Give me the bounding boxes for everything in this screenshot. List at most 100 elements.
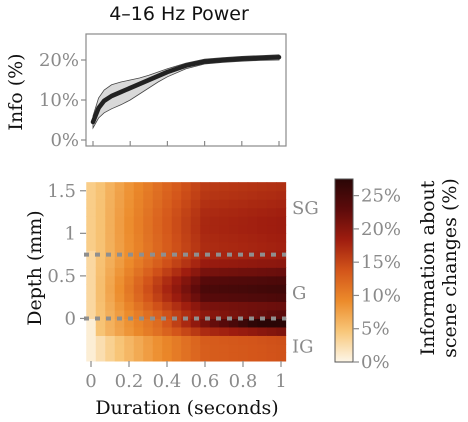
heatmap-cell [86, 275, 97, 285]
heatmap-cell [257, 343, 268, 353]
heatmap-cell [219, 326, 230, 336]
heatmap-cell [266, 190, 277, 200]
heatmap-cell [209, 275, 220, 285]
heatmap-cell [133, 309, 144, 319]
heatmap-cell [95, 343, 106, 353]
heatmap-cell [247, 284, 258, 294]
heatmap-cell [124, 335, 135, 345]
heatmap-cell [133, 267, 144, 277]
heatmap-cell [95, 284, 106, 294]
heatmap-cell [114, 182, 125, 192]
heatmap-cell [200, 216, 211, 226]
heatmap-cell [247, 190, 258, 200]
colorbar-tick-label: 0% [361, 352, 390, 373]
heatmap-cell [200, 301, 211, 311]
heatmap-cell [171, 216, 182, 226]
heatmap-cell [228, 301, 239, 311]
heatmap-cell [228, 258, 239, 268]
heatmap-cell [228, 216, 239, 226]
heatmap-cell [143, 199, 154, 209]
heatmap-x-tick-label: 0.8 [229, 371, 258, 392]
colorbar-tick-label: 15% [361, 252, 401, 273]
heatmap-cell [86, 284, 97, 294]
heatmap-cell [257, 182, 268, 192]
heatmap-cell [143, 301, 154, 311]
heatmap-cell [190, 241, 201, 251]
heatmap-cell [219, 318, 230, 328]
heatmap-cell [181, 326, 192, 336]
top-y-tick-label: 10% [39, 90, 79, 111]
heatmap-cell [152, 335, 163, 345]
heatmap-cell [162, 207, 173, 217]
heatmap-cell [114, 284, 125, 294]
colorbar-tick-label: 10% [361, 285, 401, 306]
heatmap-cell [219, 224, 230, 234]
heatmap-cell [257, 216, 268, 226]
heatmap-cell [133, 250, 144, 260]
heatmap-cell [181, 335, 192, 345]
heatmap-cell [105, 343, 116, 353]
heatmap-cell [247, 216, 258, 226]
heatmap-cell [133, 241, 144, 251]
heatmap-cell [162, 233, 173, 243]
heatmap-cell [219, 267, 230, 277]
heatmap-cell [209, 284, 220, 294]
heatmap-cell [219, 301, 230, 311]
top-x-ticks [92, 141, 280, 146]
heatmap-cell [95, 207, 106, 217]
heatmap-cell [171, 275, 182, 285]
heatmap-cell [114, 216, 125, 226]
heatmap-x-tick-label: 0 [85, 371, 96, 392]
heatmap-cell [276, 250, 287, 260]
heatmap-cell [209, 343, 220, 353]
heatmap-cell [238, 352, 249, 362]
heatmap-cell [124, 267, 135, 277]
heatmap-cell [143, 207, 154, 217]
heatmap-cell [124, 241, 135, 251]
heatmap-cell [105, 190, 116, 200]
heatmap-cell [86, 250, 97, 260]
heatmap-cell [181, 343, 192, 353]
heatmap-cell [219, 190, 230, 200]
heatmap-cell [124, 301, 135, 311]
heatmap-cell [152, 182, 163, 192]
heatmap-cell [200, 258, 211, 268]
heatmap-cell [152, 241, 163, 251]
heatmap-cell [257, 292, 268, 302]
heatmap-cell [171, 224, 182, 234]
heatmap-cell [257, 335, 268, 345]
heatmap-cell [247, 318, 258, 328]
heatmap-cell [247, 224, 258, 234]
heatmap-cell [152, 250, 163, 260]
heatmap-cell [190, 284, 201, 294]
layer-label-sg: SG [292, 198, 319, 219]
heatmap-cell [95, 292, 106, 302]
heatmap-cell [114, 301, 125, 311]
heatmap-cell [86, 318, 97, 328]
heatmap-cell [238, 292, 249, 302]
heatmap-cell [152, 292, 163, 302]
heatmap-cell [86, 207, 97, 217]
heatmap-cell [124, 216, 135, 226]
heatmap-cell [162, 241, 173, 251]
heatmap-cell [181, 233, 192, 243]
heatmap-cell [133, 292, 144, 302]
heatmap-cell [152, 275, 163, 285]
heatmap-cell [200, 190, 211, 200]
heatmap-cell [228, 267, 239, 277]
heatmap-cell [143, 284, 154, 294]
heatmap-cell [276, 335, 287, 345]
heatmap-cell [86, 292, 97, 302]
heatmap-cell [105, 241, 116, 251]
heatmap-cell [114, 190, 125, 200]
heatmap-cell [247, 199, 258, 209]
heatmap-cell [171, 267, 182, 277]
colorbar-gradient [334, 178, 354, 363]
heatmap-cell [257, 233, 268, 243]
heatmap-cell [143, 258, 154, 268]
heatmap-cell [266, 335, 277, 345]
heatmap-cell [95, 352, 106, 362]
layer-label-ig: IG [292, 337, 314, 358]
layer-label-g: G [292, 283, 306, 304]
heatmap-cell [266, 258, 277, 268]
